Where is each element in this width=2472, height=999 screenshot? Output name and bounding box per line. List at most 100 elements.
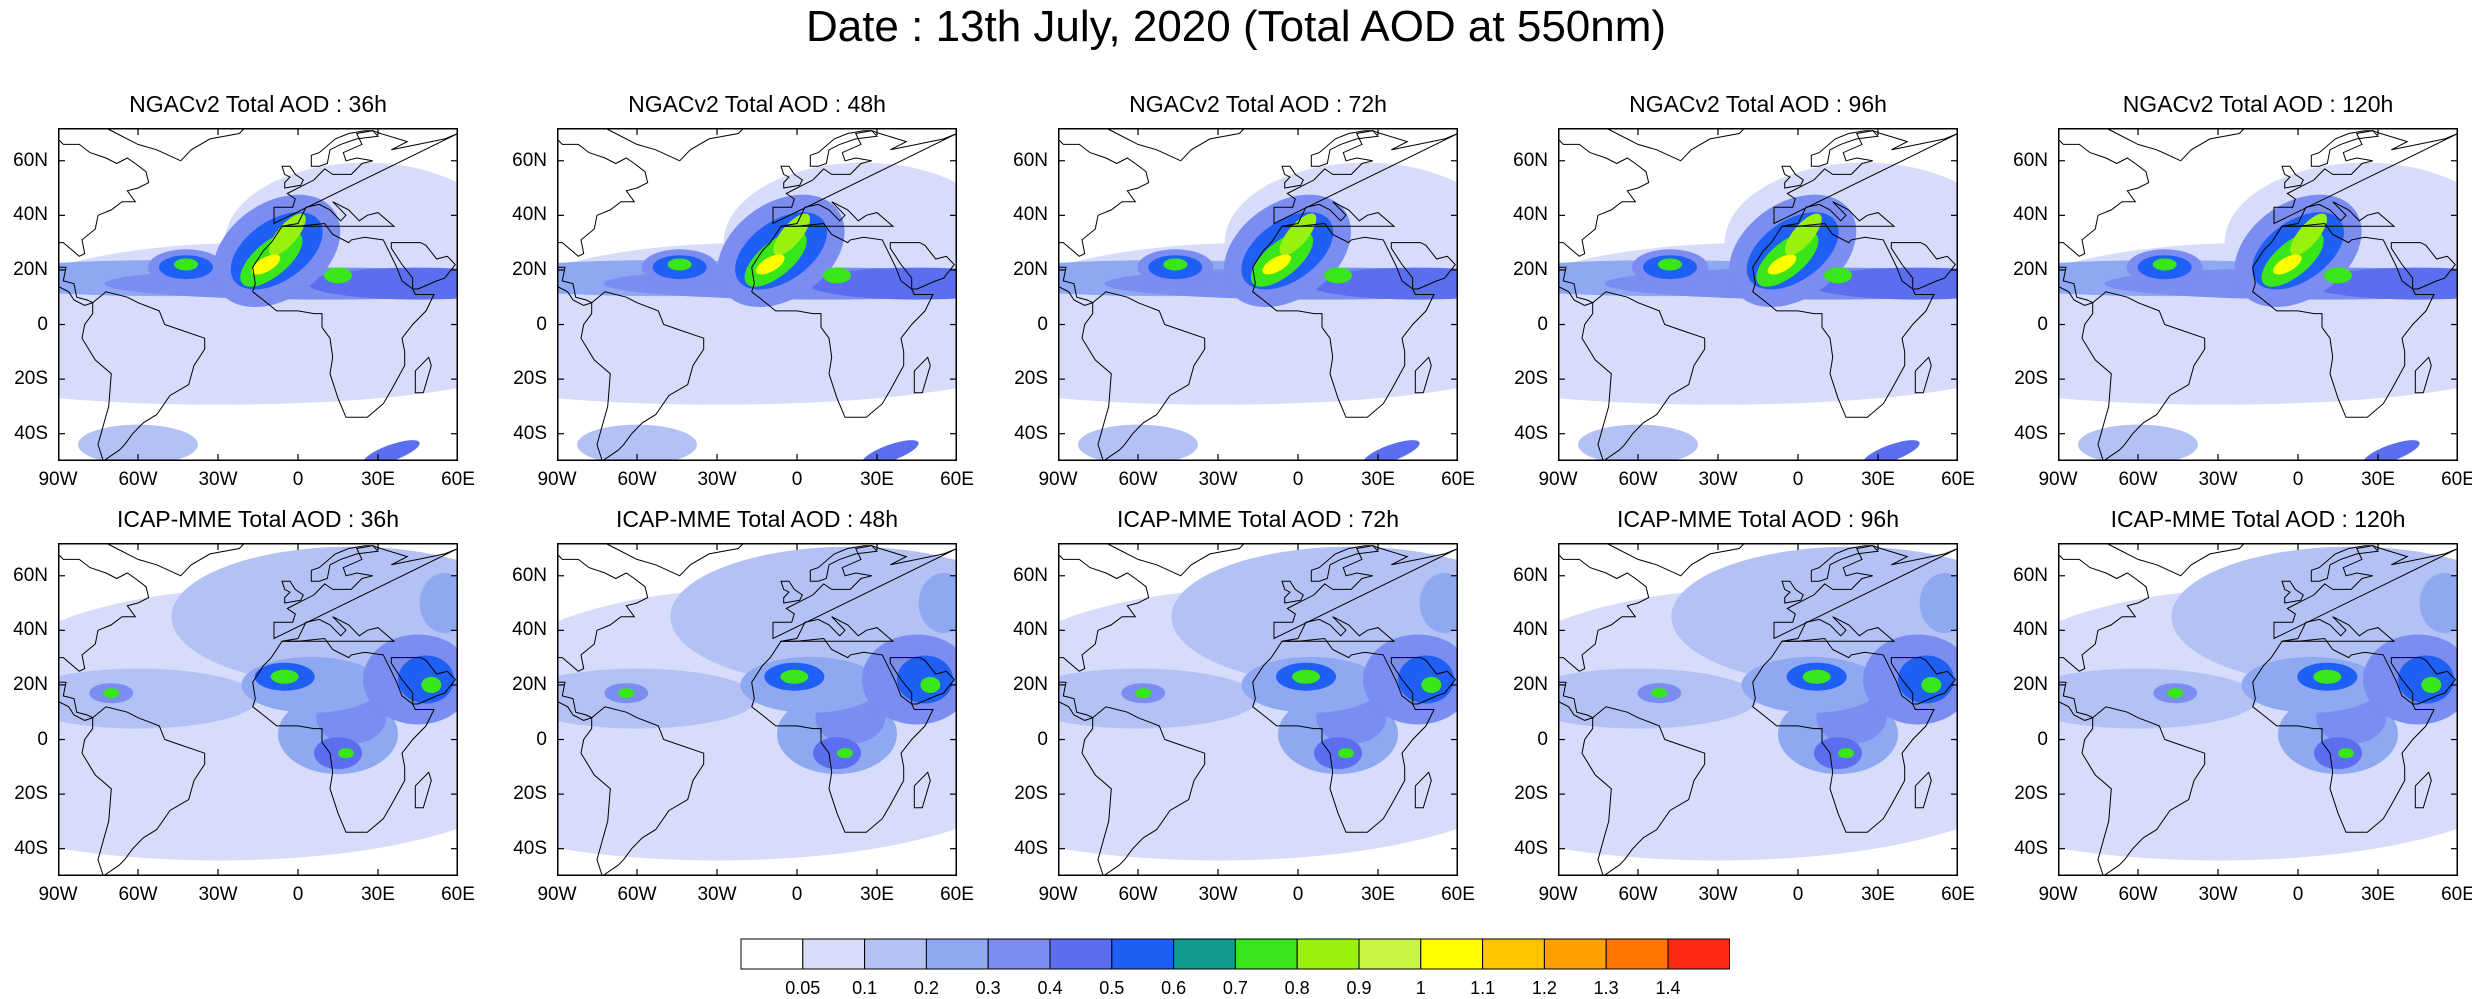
- colorbar-label: 0.7: [1222, 978, 1248, 998]
- lon-label: 0: [292, 884, 304, 905]
- lon-label: 60E: [1441, 469, 1475, 490]
- north-america-coast: [1058, 553, 1150, 672]
- arabia-coast: [889, 242, 955, 290]
- lon-label: 60W: [2118, 469, 2158, 490]
- europe-coast: [273, 130, 458, 225]
- aod-field: [618, 688, 635, 699]
- lon-label: 30E: [2361, 884, 2395, 905]
- lon-label: 90W: [537, 884, 577, 905]
- lon-label: 60W: [1618, 884, 1658, 905]
- lat-label: 20S: [1014, 783, 1048, 805]
- scandinavia-coast: [1810, 130, 1880, 167]
- panel-title: NGACv2 Total AOD : 72h: [1129, 91, 1387, 117]
- lon-label: 0: [791, 469, 803, 490]
- aod-field: [2421, 676, 2442, 693]
- mediterranean-coast: [1781, 616, 1896, 642]
- lat-label: 20S: [513, 368, 547, 390]
- mediterranean-coast: [281, 201, 396, 227]
- panel-title: ICAP-MME Total AOD : 72h: [1116, 506, 1400, 532]
- lon-label: 60W: [2118, 884, 2158, 905]
- lat-label: 60N: [1513, 149, 1548, 171]
- aod-field: [2419, 573, 2458, 634]
- aod-map: [557, 128, 957, 461]
- aod-field: [780, 669, 809, 684]
- arabia-coast: [1390, 657, 1456, 705]
- lon-label: 30W: [1698, 884, 1738, 905]
- aod-field: [78, 424, 198, 461]
- lat-label: 20S: [513, 783, 547, 805]
- mediterranean-coast: [2281, 201, 2396, 227]
- lon-label: 90W: [1538, 469, 1578, 490]
- aod-field: [1421, 676, 1442, 693]
- lat-label: 20S: [1514, 783, 1548, 805]
- lon-label: 30E: [1361, 884, 1395, 905]
- colorbar-label: 0.3: [975, 978, 1001, 998]
- north-america-coast: [557, 138, 649, 257]
- lon-label: 90W: [1538, 884, 1578, 905]
- europe-coast: [772, 545, 957, 640]
- colorbar-label: 1.4: [1655, 978, 1681, 998]
- map-panel: NGACv2 Total AOD : 48h 60N 40N 20N 0 20S 40S 90…: [512, 91, 974, 490]
- lat-label: 40N: [13, 204, 48, 226]
- north-america-coast: [1558, 138, 1650, 257]
- madagascar-coast: [2414, 356, 2432, 394]
- lon-label: 90W: [38, 469, 78, 490]
- lat-label: 20S: [2014, 783, 2048, 805]
- lat-label: 40N: [1013, 204, 1048, 226]
- south-america-coast: [2081, 706, 2206, 876]
- aod-map: [2058, 128, 2458, 461]
- north-america-coast: [58, 553, 150, 672]
- map-panel: ICAP-MME Total AOD : 120h 60N 40N 20N 0 20S 40…: [2013, 506, 2472, 905]
- africa-coast: [1752, 637, 1935, 833]
- aod-field: [2273, 254, 2302, 275]
- aod-field: [920, 676, 941, 693]
- lon-label: 60E: [441, 884, 475, 905]
- aod-map: [1058, 543, 1458, 876]
- colorbar-box: [802, 938, 866, 970]
- africa-coast: [252, 637, 435, 833]
- map-border: [2058, 543, 2458, 876]
- lat-label: 20N: [1513, 258, 1548, 280]
- colorbar-label: 0.5: [1099, 978, 1125, 998]
- colorbar-box: [1049, 938, 1113, 970]
- central-america-coast: [557, 681, 593, 721]
- europe-coast: [1773, 545, 1958, 640]
- colorbar-box: [1111, 938, 1175, 970]
- lat-label: 0: [37, 728, 48, 750]
- aod-field: [2152, 258, 2177, 271]
- mediterranean-coast: [2281, 616, 2396, 642]
- lat-label: 40N: [512, 204, 547, 226]
- aod-field: [1324, 267, 1352, 284]
- map-panel: NGACv2 Total AOD : 36h 60N 40N 20N 0 20S 40S 90…: [13, 91, 475, 490]
- madagascar-coast: [1914, 771, 1932, 809]
- aod-field: [667, 258, 692, 271]
- aod-field: [2338, 748, 2354, 759]
- greenland-coast: [2105, 128, 2246, 162]
- lat-label: 40S: [2014, 422, 2048, 444]
- lon-label: 30W: [198, 469, 238, 490]
- aod-field: [1078, 424, 1198, 461]
- central-america-coast: [557, 266, 593, 306]
- map-border: [1058, 128, 1458, 461]
- lat-label: 20S: [1014, 368, 1048, 390]
- lat-label: 40S: [14, 422, 48, 444]
- greenland-coast: [105, 128, 246, 162]
- panel-title: NGACv2 Total AOD : 96h: [1629, 91, 1887, 117]
- lat-label: 0: [1037, 313, 1048, 335]
- mediterranean-coast: [780, 616, 895, 642]
- africa-coast: [1252, 222, 1435, 418]
- arabia-coast: [889, 657, 955, 705]
- lat-label: 0: [2037, 313, 2048, 335]
- south-america-coast: [1581, 706, 1706, 876]
- aod-field: [1163, 258, 1188, 271]
- africa-coast: [2252, 637, 2435, 833]
- panel-title: ICAP-MME Total AOD : 96h: [1616, 506, 1900, 532]
- lon-label: 30E: [2361, 469, 2395, 490]
- colorbar-label: 0.8: [1284, 978, 1310, 998]
- aod-field: [103, 688, 120, 699]
- map-border: [557, 543, 957, 876]
- aod-field: [2078, 424, 2198, 461]
- lon-label: 30E: [1861, 469, 1895, 490]
- panel-title: ICAP-MME Total AOD : 36h: [116, 506, 400, 532]
- colorbar-box: [925, 938, 989, 970]
